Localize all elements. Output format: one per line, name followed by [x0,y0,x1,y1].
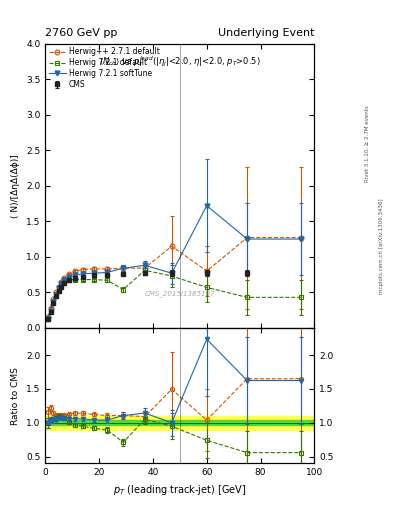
Text: Rivet 3.1.10, ≥ 2.7M events: Rivet 3.1.10, ≥ 2.7M events [365,105,370,182]
Herwig 7.2.1 default [142,267,147,273]
Herwig 7.2.1 default [53,291,58,297]
Y-axis label: Ratio to CMS: Ratio to CMS [11,367,20,424]
Herwig 7.2.1 default [81,276,85,283]
Herwig++ 2.7.1 default [142,265,147,271]
Herwig 7.2.1 softTune [105,269,110,275]
Text: $\langle N_{ch}\rangle$ vs $p_T^{lead}$($|\eta_j|$<2.0, $\eta$|<2.0, $p_T$>0.5): $\langle N_{ch}\rangle$ vs $p_T^{lead}$(… [99,55,261,70]
Herwig 7.2.1 softTune [169,270,174,276]
Herwig++ 2.7.1 default [48,305,53,311]
Herwig 7.2.1 softTune [245,236,250,242]
Herwig 7.2.1 default [51,298,56,305]
Herwig 7.2.1 softTune [121,265,126,271]
Herwig++ 2.7.1 default [105,266,110,272]
Text: Underlying Event: Underlying Event [218,28,314,38]
Herwig++ 2.7.1 default [59,279,64,285]
Text: CMS_2015I1385107: CMS_2015I1385107 [145,290,215,297]
Herwig 7.2.1 softTune [48,308,53,314]
Herwig 7.2.1 softTune [51,298,56,305]
Herwig 7.2.1 default [56,284,61,290]
Herwig 7.2.1 softTune [67,274,72,281]
Herwig 7.2.1 softTune [204,203,209,209]
Herwig++ 2.7.1 default [62,275,66,281]
Herwig++ 2.7.1 default [46,314,50,321]
Herwig 7.2.1 default [46,315,50,322]
Line: Herwig++ 2.7.1 default: Herwig++ 2.7.1 default [46,235,303,319]
Herwig++ 2.7.1 default [67,271,72,277]
Herwig 7.2.1 softTune [56,285,61,291]
Herwig 7.2.1 default [204,284,209,290]
Herwig++ 2.7.1 default [204,268,209,274]
Herwig++ 2.7.1 default [121,265,126,271]
Herwig 7.2.1 softTune [59,281,64,287]
Text: mcplots.cern.ch [arXiv:1306.3436]: mcplots.cern.ch [arXiv:1306.3436] [379,198,384,293]
Herwig 7.2.1 default [91,276,96,283]
Bar [45,416,314,430]
Herwig++ 2.7.1 default [51,296,56,303]
Herwig 7.2.1 default [245,294,250,301]
Herwig 7.2.1 default [48,308,53,314]
Bar [45,420,314,425]
Herwig 7.2.1 softTune [299,236,303,242]
Herwig 7.2.1 default [169,273,174,279]
Herwig 7.2.1 softTune [46,315,50,322]
Herwig++ 2.7.1 default [81,267,85,273]
Herwig 7.2.1 default [105,277,110,283]
Herwig++ 2.7.1 default [72,268,77,274]
Herwig 7.2.1 default [121,286,126,292]
Herwig 7.2.1 default [72,276,77,283]
Line: Herwig 7.2.1 default: Herwig 7.2.1 default [46,268,303,321]
Line: Herwig 7.2.1 softTune: Herwig 7.2.1 softTune [46,203,303,321]
Herwig 7.2.1 default [62,277,66,283]
Herwig 7.2.1 default [299,294,303,301]
Herwig 7.2.1 softTune [72,272,77,279]
Herwig 7.2.1 softTune [91,270,96,276]
Text: 2760 GeV pp: 2760 GeV pp [45,28,118,38]
X-axis label: $p_T$ (leading track-jet) [GeV]: $p_T$ (leading track-jet) [GeV] [113,483,246,497]
Herwig 7.2.1 softTune [142,262,147,268]
Herwig 7.2.1 softTune [81,271,85,277]
Herwig++ 2.7.1 default [53,289,58,295]
Herwig++ 2.7.1 default [169,243,174,249]
Legend: Herwig++ 2.7.1 default, Herwig 7.2.1 default, Herwig 7.2.1 softTune, CMS: Herwig++ 2.7.1 default, Herwig 7.2.1 def… [48,46,161,91]
Herwig 7.2.1 softTune [62,277,66,283]
Herwig 7.2.1 default [67,276,72,283]
Herwig++ 2.7.1 default [56,284,61,290]
Herwig++ 2.7.1 default [91,266,96,272]
Y-axis label: ( N)/[ΔηΔ(Δϕ)]: ( N)/[ΔηΔ(Δϕ)] [11,154,20,218]
Herwig++ 2.7.1 default [245,234,250,241]
Herwig 7.2.1 default [59,280,64,286]
Herwig++ 2.7.1 default [299,234,303,241]
Herwig 7.2.1 softTune [53,291,58,297]
